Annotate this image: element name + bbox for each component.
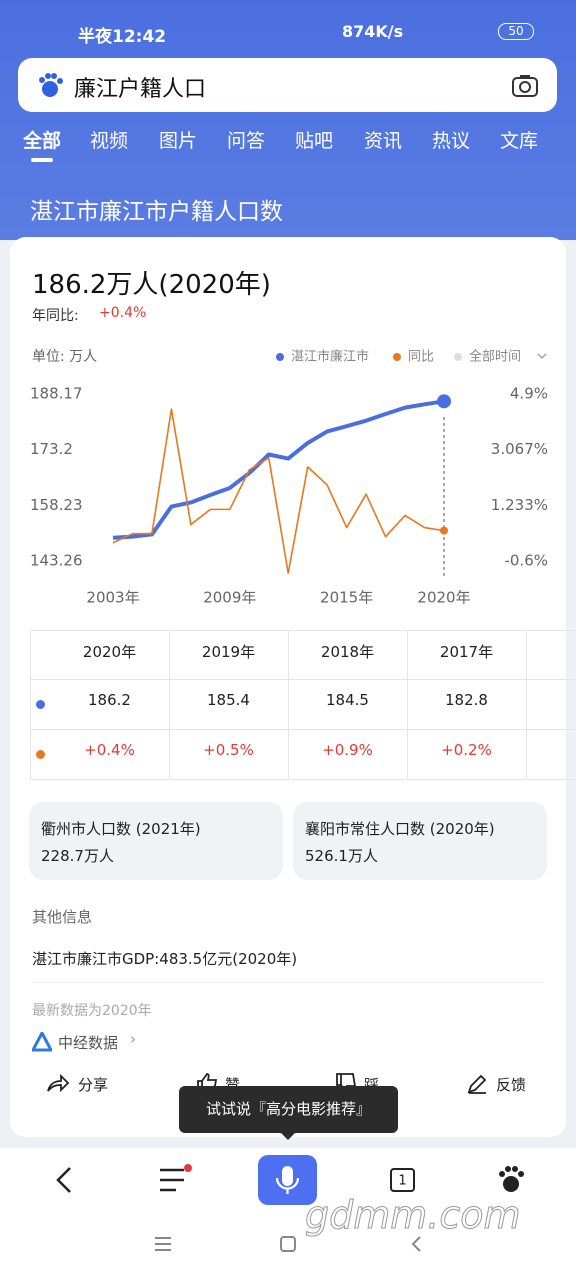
column-header: 2018年 <box>320 643 375 661</box>
table-yoy: +0.4% <box>84 741 135 759</box>
unit-label: 单位: 万人 <box>32 349 97 365</box>
table-yoy: +0.9% <box>322 741 373 759</box>
y-tick-label: 158.23 <box>30 496 83 514</box>
column-header: 2020年 <box>82 643 137 661</box>
chart: 单位: 万人 143.26 158.23 173.2 188.17 -0.6% 1.233%… <box>30 349 548 607</box>
series-line <box>112 399 445 540</box>
y-tick-label: 173.2 <box>30 440 73 458</box>
table-rule <box>407 630 408 780</box>
tab[interactable]: 图片 <box>159 130 198 152</box>
column-header: 2019年 <box>201 643 256 661</box>
gdp-info[interactable]: 湛江市廉江市GDP:483.5亿元(2020年) <box>32 950 298 968</box>
legend-label: 湛江市廉江市 <box>291 349 369 365</box>
legend-marker <box>454 353 462 361</box>
table-rule <box>169 630 170 780</box>
camera-icon[interactable] <box>511 73 539 99</box>
table-yoy: +0.2% <box>441 741 492 759</box>
voice-tip: 试试说『高分电影推荐』 <box>179 1086 398 1133</box>
tab[interactable]: 热议 <box>432 130 471 152</box>
y2-tick-label: 1.233% <box>491 496 548 514</box>
series-line <box>112 408 445 574</box>
heading: 湛江市廉江市户籍人口数 <box>30 199 283 225</box>
end-point <box>437 394 451 409</box>
sys-recent[interactable] <box>155 1237 171 1251</box>
yoy-label: 年同比: <box>32 308 79 324</box>
nav-icons: 1 <box>56 1155 524 1252</box>
tab[interactable]: 问答 <box>227 130 266 152</box>
table-value: 185.4 <box>207 691 250 709</box>
status-speed: 874K/s <box>342 22 404 41</box>
battery: 50 <box>498 23 534 40</box>
end-point <box>440 526 448 535</box>
feedback-icon <box>467 1074 487 1094</box>
y2-tick-label: 3.067% <box>491 440 548 458</box>
search-query[interactable]: 廉江户籍人口 <box>74 77 207 102</box>
source-link[interactable]: 中经数据 <box>58 1034 119 1052</box>
chevron: › <box>130 1030 136 1048</box>
y2-tick-label: -0.6% <box>504 552 548 570</box>
x-tick-label: 2003年 <box>86 589 139 607</box>
mic-icon <box>275 1177 300 1194</box>
section-title: 其他信息 <box>32 908 93 926</box>
tab[interactable]: 视频 <box>90 130 129 152</box>
tab-count: 1 <box>398 1174 406 1189</box>
row-marker <box>36 700 45 709</box>
action-share[interactable]: 分享 <box>78 1076 109 1094</box>
table-yoy: +0.5% <box>203 741 254 759</box>
yoy-value: +0.4% <box>99 305 147 321</box>
table-value: 182.8 <box>445 691 488 709</box>
tabs-button[interactable] <box>390 1168 415 1192</box>
related-card[interactable] <box>29 802 283 880</box>
tip-pointer <box>280 1132 296 1140</box>
x-tick-label: 2020年 <box>417 589 470 607</box>
related-title: 衢州市人口数 (2021年) <box>41 820 201 838</box>
row-marker <box>36 750 45 759</box>
sys-back[interactable] <box>411 1236 421 1252</box>
filter-chevron <box>537 353 547 359</box>
table-rule <box>526 630 527 780</box>
tab[interactable]: 文库 <box>500 130 539 152</box>
table-rule <box>30 679 576 680</box>
badge <box>184 1164 192 1172</box>
status-time: 半夜12:42 <box>78 27 167 47</box>
related-value: 228.7万人 <box>41 847 114 865</box>
source-logo <box>32 1032 52 1052</box>
x-tick-label: 2009年 <box>203 589 256 607</box>
table-value: 186.2 <box>88 691 131 709</box>
table-rule <box>30 729 576 730</box>
mic-icon <box>282 1166 293 1186</box>
y-tick-label: 188.17 <box>30 385 83 403</box>
action-feedback[interactable]: 反馈 <box>496 1076 527 1094</box>
profile-button[interactable] <box>503 1176 519 1192</box>
tab-indicator <box>31 158 53 162</box>
tab[interactable]: 资讯 <box>364 130 403 152</box>
tab[interactable]: 全部 <box>23 130 62 152</box>
summary-value: 186.2万人(2020年) <box>32 270 271 300</box>
menu-button[interactable] <box>160 1168 184 1192</box>
y2-tick-label: 4.9% <box>510 385 548 403</box>
related-value: 526.1万人 <box>305 847 378 865</box>
legend-marker <box>393 353 401 361</box>
table-value: 184.5 <box>326 691 369 709</box>
y-tick-label: 143.26 <box>30 552 83 570</box>
time-filter: 全部时间 <box>469 349 521 365</box>
legend-marker <box>276 353 284 361</box>
sys-home[interactable] <box>280 1236 296 1252</box>
back-button[interactable] <box>56 1167 71 1193</box>
latest-note: 最新数据为2020年 <box>32 1003 152 1019</box>
search-box[interactable] <box>18 58 557 112</box>
data-table <box>30 630 576 780</box>
table-rule <box>288 630 289 780</box>
column-header: 2017年 <box>439 643 494 661</box>
divider <box>32 982 544 983</box>
tab[interactable]: 贴吧 <box>295 130 334 152</box>
watermark: gdmm.com <box>305 1193 522 1238</box>
related-card[interactable] <box>293 802 547 880</box>
x-tick-label: 2015年 <box>320 589 373 607</box>
share-icon <box>47 1073 70 1093</box>
baidu-logo <box>39 73 63 97</box>
legend-label: 同比 <box>408 350 434 365</box>
related-title: 襄阳市常住人口数 (2020年) <box>305 820 495 838</box>
